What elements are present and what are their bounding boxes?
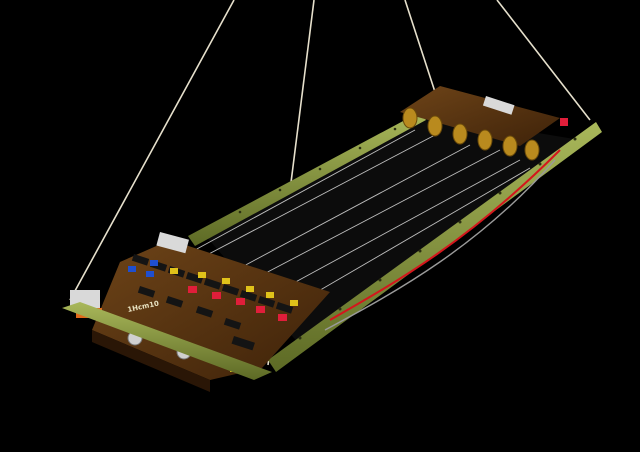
instrument-strings bbox=[194, 129, 531, 297]
grey-wire-bundle bbox=[324, 159, 556, 331]
back-rail bbox=[188, 112, 426, 246]
front-rail bbox=[268, 122, 602, 372]
red-wire bbox=[329, 149, 561, 321]
tuning-board bbox=[400, 86, 568, 161]
dip-switches-blue bbox=[128, 260, 158, 277]
rail-holes bbox=[238, 127, 577, 340]
front-end-cap bbox=[62, 302, 272, 380]
printed-circuit-board-icon: 1Hcm10 bbox=[92, 240, 330, 392]
dip-switches-red bbox=[188, 286, 287, 321]
tuning-peg-icon bbox=[402, 107, 540, 161]
